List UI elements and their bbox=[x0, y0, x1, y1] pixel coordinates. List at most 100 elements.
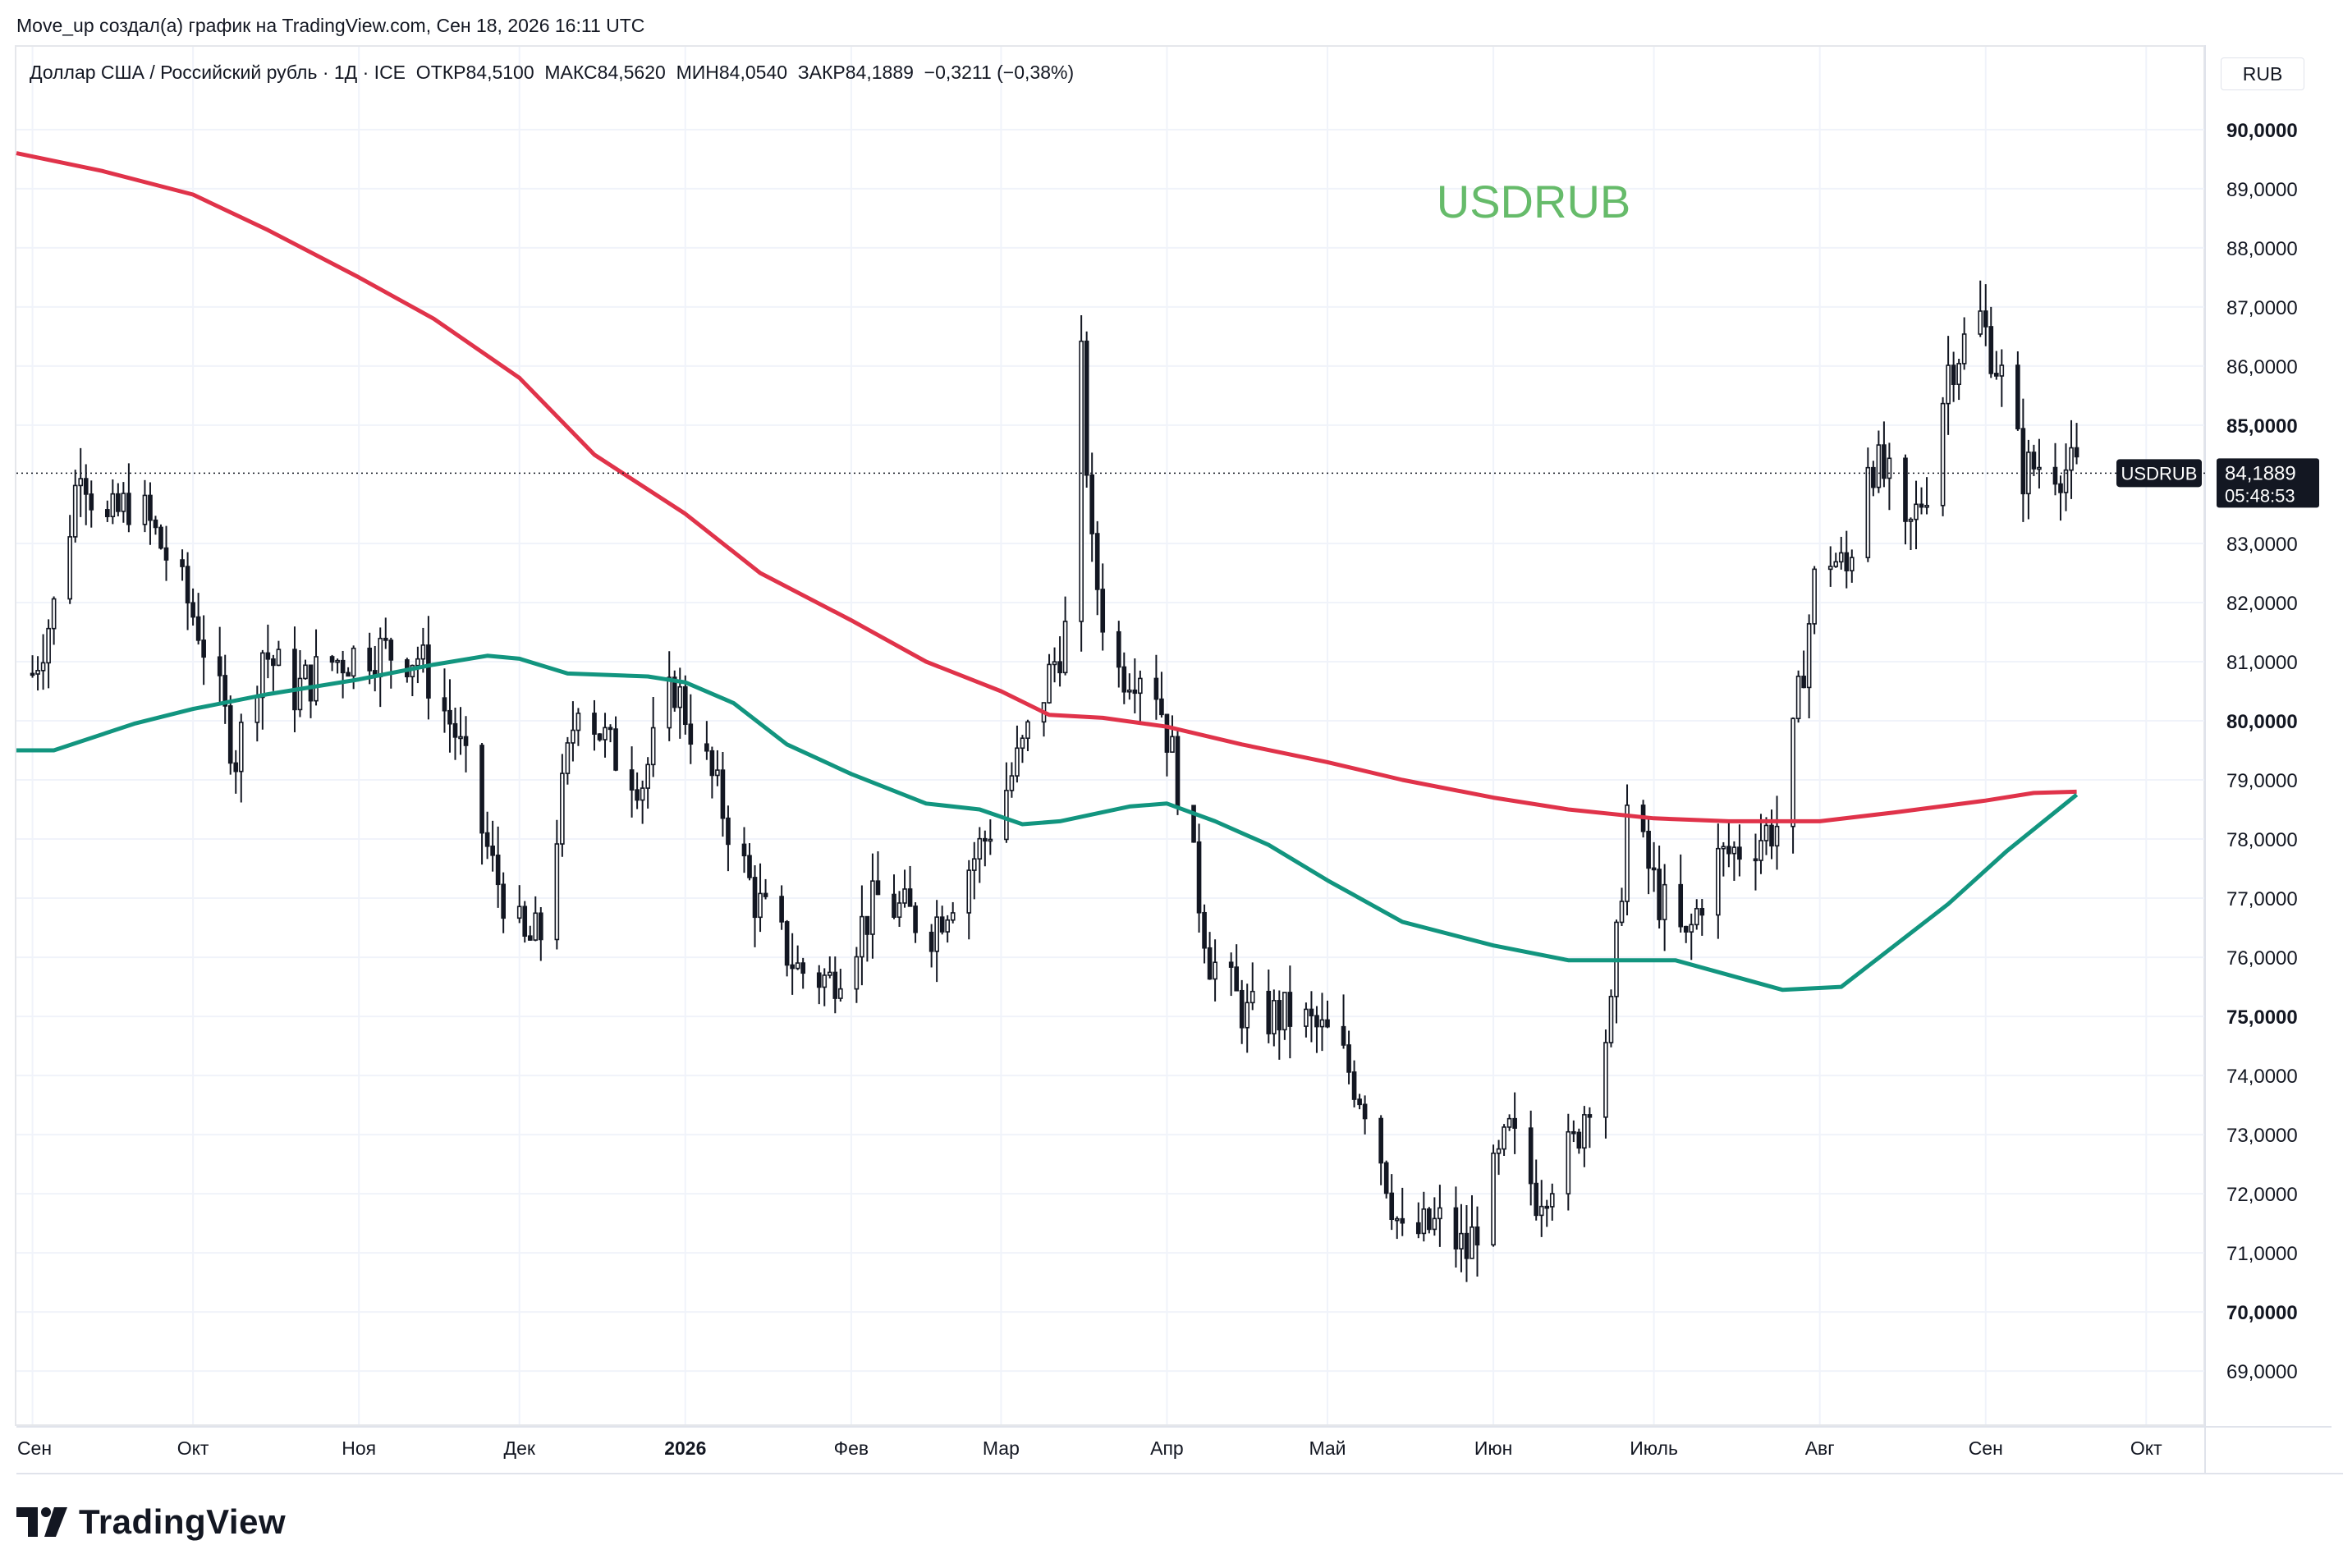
candle-body bbox=[1464, 1232, 1470, 1259]
candle-body bbox=[1801, 676, 1806, 689]
candle-body bbox=[650, 727, 656, 766]
candle bbox=[1887, 442, 1892, 511]
candle bbox=[1721, 841, 1726, 877]
candle-body bbox=[1946, 364, 1951, 405]
candle-body bbox=[1763, 824, 1769, 841]
candle-body bbox=[1089, 474, 1095, 534]
candle-body bbox=[741, 843, 747, 857]
candle bbox=[1978, 280, 1983, 337]
candle bbox=[1207, 932, 1213, 980]
candle-body bbox=[153, 519, 158, 529]
candle-body bbox=[1047, 663, 1052, 704]
candle bbox=[1849, 549, 1855, 583]
candle bbox=[1882, 421, 1887, 488]
candle bbox=[1047, 653, 1052, 704]
candle bbox=[1844, 530, 1850, 589]
candle bbox=[1506, 1114, 1512, 1131]
y-axis-tick-label: 81,0000 bbox=[2226, 652, 2298, 674]
candle bbox=[222, 654, 228, 724]
candle bbox=[1474, 1206, 1480, 1277]
candle-body bbox=[121, 493, 126, 512]
candle bbox=[190, 588, 195, 626]
candle bbox=[490, 820, 495, 872]
candle-body bbox=[378, 637, 383, 678]
candle bbox=[67, 515, 73, 604]
chart-credit: Move_up создал(а) график на TradingView.… bbox=[16, 15, 645, 36]
candle-body bbox=[827, 971, 832, 976]
candle-body bbox=[148, 494, 153, 521]
candle-body bbox=[527, 935, 533, 941]
candle-body bbox=[1528, 1127, 1534, 1185]
candle-body bbox=[603, 727, 608, 740]
candle bbox=[934, 900, 939, 983]
candle bbox=[1812, 566, 1817, 635]
x-axis-tick-label: Авг bbox=[1805, 1437, 1835, 1459]
candle-body bbox=[447, 709, 452, 725]
candle-body bbox=[1758, 840, 1763, 861]
candle bbox=[185, 552, 190, 630]
x-axis-tick-label: Дек bbox=[504, 1437, 536, 1459]
candle bbox=[1914, 480, 1919, 549]
y-axis-tick-label: 82,0000 bbox=[2226, 593, 2298, 615]
candle-body bbox=[1694, 908, 1699, 926]
x-axis-tick-label: Ноя bbox=[342, 1437, 376, 1459]
candle bbox=[1769, 809, 1774, 860]
candle bbox=[78, 447, 84, 517]
candle bbox=[1383, 1160, 1389, 1199]
candle bbox=[715, 750, 720, 786]
candle-body bbox=[340, 659, 346, 674]
y-axis-tick-label: 73,0000 bbox=[2226, 1125, 2298, 1147]
candle-body bbox=[982, 837, 988, 842]
candle bbox=[779, 885, 784, 930]
candle-body bbox=[790, 964, 795, 970]
candle-body bbox=[1914, 503, 1919, 520]
candle-body bbox=[1004, 790, 1009, 841]
candle-body bbox=[217, 656, 222, 676]
candle-body bbox=[672, 676, 677, 708]
candle bbox=[571, 701, 575, 762]
candle bbox=[1389, 1174, 1395, 1231]
tradingview-logo[interactable]: TradingView bbox=[16, 1502, 286, 1542]
candle bbox=[1657, 845, 1662, 929]
y-axis-tick-label: 76,0000 bbox=[2226, 947, 2298, 970]
candle bbox=[560, 754, 565, 857]
candle bbox=[1726, 820, 1731, 868]
candle bbox=[180, 549, 185, 581]
candle-body bbox=[1865, 466, 1871, 558]
candle-body bbox=[1271, 1000, 1277, 1034]
candle-body bbox=[1474, 1226, 1480, 1246]
candle bbox=[292, 626, 297, 733]
candle bbox=[1394, 1216, 1400, 1240]
candle-body bbox=[383, 637, 388, 641]
candle-body bbox=[1052, 661, 1057, 666]
candle-body bbox=[1266, 990, 1272, 1034]
candle bbox=[271, 654, 276, 691]
candle-body bbox=[1249, 990, 1255, 1004]
candle bbox=[1314, 1006, 1319, 1053]
candle-body bbox=[608, 727, 613, 731]
currency-button[interactable]: RUB bbox=[2221, 57, 2304, 90]
candle-body bbox=[1534, 1182, 1539, 1217]
candle-body bbox=[864, 915, 870, 935]
candle bbox=[554, 819, 560, 950]
candle bbox=[378, 627, 383, 708]
candle-body bbox=[1876, 444, 1882, 488]
candle bbox=[346, 667, 351, 677]
candle bbox=[1496, 1139, 1502, 1176]
candle bbox=[795, 945, 800, 970]
candle bbox=[1699, 899, 1705, 936]
candle-body bbox=[314, 656, 319, 702]
brand-name: TradingView bbox=[79, 1502, 287, 1541]
candle-body bbox=[1887, 457, 1892, 479]
candle-body bbox=[1651, 867, 1657, 871]
candle-body bbox=[1351, 1071, 1357, 1100]
candle bbox=[383, 617, 388, 649]
candle bbox=[741, 827, 747, 873]
candle bbox=[463, 716, 469, 773]
candle bbox=[1271, 989, 1277, 1047]
symbol-info[interactable]: Доллар США / Российский рубль · 1Д · ICE… bbox=[30, 62, 1075, 83]
moving-average-long-line bbox=[16, 151, 2077, 823]
candle-body bbox=[1196, 841, 1202, 914]
candle-body bbox=[554, 843, 560, 941]
